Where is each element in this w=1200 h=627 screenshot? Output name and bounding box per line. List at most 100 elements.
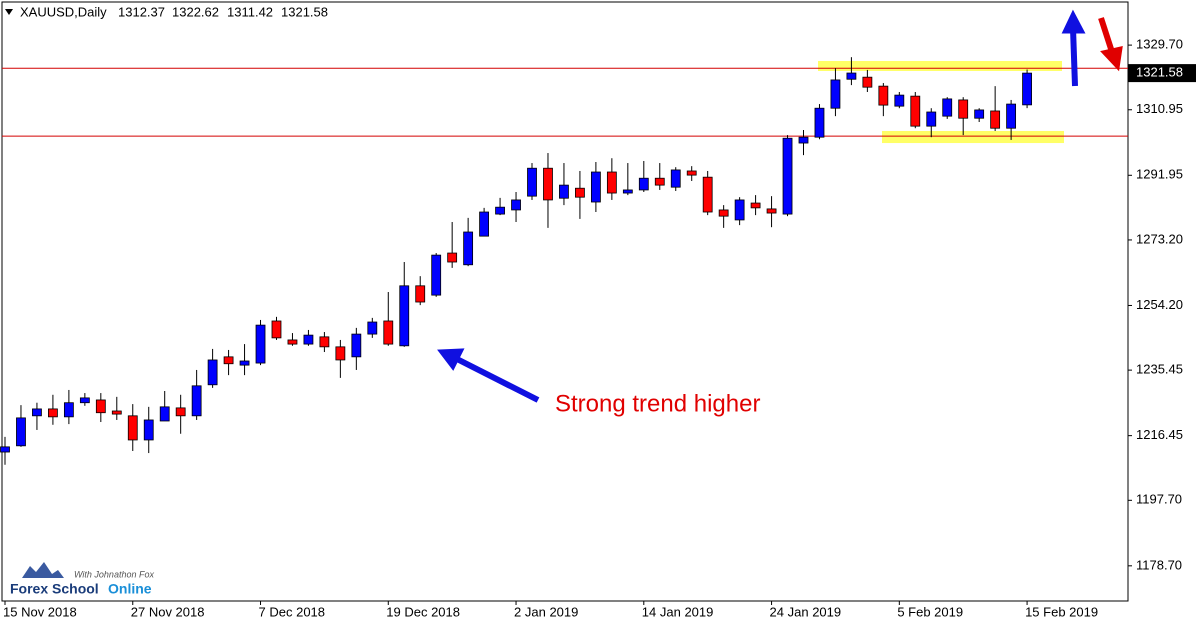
candle-body (463, 231, 474, 266)
candle-body (910, 95, 921, 127)
candle-body (814, 107, 825, 138)
candle-body (335, 346, 346, 361)
x-tick-label: 24 Jan 2019 (770, 604, 842, 619)
candle-body (782, 137, 793, 215)
candle-body (846, 72, 857, 80)
candle-body (111, 410, 122, 415)
plot-frame (1, 1, 1129, 602)
candle-body (127, 415, 138, 441)
candle-body (527, 167, 537, 197)
y-tick-label: 1254.20 (1136, 297, 1183, 312)
candle-body (958, 99, 969, 119)
candle-body (974, 109, 985, 119)
candle-body (543, 167, 553, 201)
y-tick-label: 1235.45 (1136, 362, 1183, 377)
candle-body (830, 79, 841, 109)
candle-body (95, 399, 106, 414)
candle-body (79, 397, 90, 404)
candle-body (606, 171, 617, 194)
header-marker (5, 9, 13, 15)
logo-name: Forex School (10, 581, 99, 597)
candle-body (159, 406, 170, 422)
candle-body (750, 202, 761, 209)
x-tick-label: 27 Nov 2018 (131, 604, 205, 619)
candle-body (1022, 72, 1032, 106)
arrow-head (1061, 9, 1086, 34)
y-tick-label: 1310.95 (1136, 101, 1183, 116)
y-tick-label: 1273.20 (1136, 231, 1183, 246)
price-label: 1321.58 (1136, 65, 1183, 80)
candle-body (702, 176, 713, 213)
candle-body (351, 333, 362, 358)
candle-body (255, 324, 266, 364)
x-tick-label: 2 Jan 2019 (514, 604, 578, 619)
candle-body (862, 76, 873, 88)
candle-body (0, 446, 10, 453)
candle-body (766, 208, 777, 214)
header-open: 1312.37 (118, 4, 165, 19)
y-tick-label: 1329.70 (1136, 37, 1183, 52)
candle-body (1006, 103, 1017, 129)
candle-body (718, 209, 729, 217)
arrow-shaft (1070, 27, 1078, 87)
y-tick-label: 1291.95 (1136, 167, 1183, 182)
x-tick-label: 15 Nov 2018 (3, 604, 77, 619)
candle-body (175, 407, 186, 417)
y-tick-label: 1197.70 (1136, 492, 1182, 507)
candle-body (926, 111, 937, 127)
candle-body (590, 171, 601, 203)
candle-body (479, 211, 490, 237)
candle-body (239, 360, 250, 366)
candle-body (686, 170, 697, 176)
candle-body (447, 252, 458, 263)
arrow-shaft (453, 355, 540, 403)
x-tick-label: 7 Dec 2018 (259, 604, 326, 619)
header-low: 1311.42 (227, 4, 273, 19)
arrow-shaft (1098, 17, 1115, 53)
candle-body (383, 320, 394, 345)
candle-body (894, 94, 905, 107)
logo-name-accent: Online (108, 581, 152, 597)
candle-body (207, 359, 218, 386)
candle-body (495, 206, 505, 215)
candle-body (670, 169, 681, 188)
symbol: XAUUSD,Daily (20, 4, 107, 19)
annotation: Strong trend higher (555, 390, 760, 417)
candle-body (878, 85, 889, 106)
candle-body (622, 189, 633, 194)
x-tick-label: 15 Feb 2019 (1025, 604, 1098, 619)
candle-body (63, 402, 74, 418)
candle-body (143, 419, 154, 441)
header-high: 1322.62 (172, 4, 219, 19)
logo-icon (22, 562, 64, 578)
candle-body (191, 385, 202, 417)
candle-body (798, 136, 809, 144)
candle-body (287, 339, 298, 345)
candle-body (734, 199, 745, 221)
candle-body (32, 408, 42, 417)
x-tick-label: 14 Jan 2019 (642, 604, 714, 619)
candle-body (559, 184, 569, 199)
candle-body (367, 321, 378, 335)
y-tick-label: 1178.70 (1136, 557, 1182, 572)
candle-body (415, 285, 426, 303)
candle-body (638, 177, 649, 191)
candle-body (399, 285, 410, 347)
candle-body (431, 254, 442, 296)
candle-body (48, 408, 58, 418)
candle-body (303, 334, 314, 345)
candle-body (319, 336, 330, 348)
candle-body (654, 177, 665, 186)
arrow-head (437, 348, 465, 371)
arrow-head (1100, 46, 1123, 72)
logo-tagline: With Johnathon Fox (74, 569, 154, 579)
candle-body (990, 110, 1001, 129)
zone (818, 60, 1062, 71)
x-tick-label: 19 Dec 2018 (386, 604, 460, 619)
price-label-box (1128, 64, 1196, 83)
candle-body (16, 417, 26, 447)
candle-body (271, 320, 282, 339)
x-tick-label: 5 Feb 2019 (897, 604, 963, 619)
header-close: 1321.58 (281, 4, 328, 19)
candle-body (575, 187, 585, 198)
